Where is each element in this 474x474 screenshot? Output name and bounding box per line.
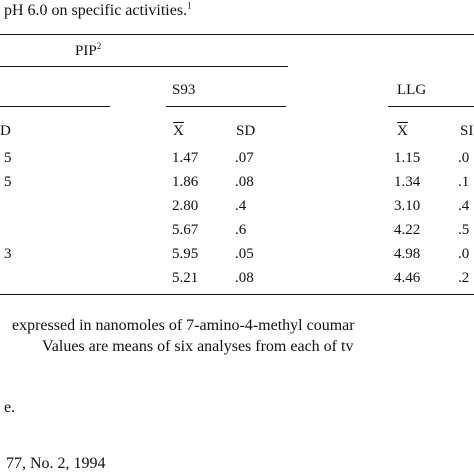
s93-sd-cell: .07: [235, 150, 254, 166]
llg-mean-cell: 3.10: [394, 198, 421, 214]
group-header-footnote-mark: 2: [96, 41, 102, 51]
s93-mean-cell: 1.86: [172, 174, 199, 190]
s93-mean-cell: 5.67: [172, 222, 199, 238]
s93-sd-cell: .08: [235, 174, 254, 190]
left-cut-value: 5: [4, 150, 12, 166]
llg-sd-cell: .5: [458, 222, 470, 238]
s93-sd-cell: .4: [235, 198, 247, 214]
llg-sd-cell: .2: [458, 270, 470, 286]
table-top-rule: [0, 34, 474, 35]
group-header-label: PIP: [75, 43, 97, 59]
llg-sd-cell: .0: [458, 246, 470, 262]
s93-mean-cell: 5.21: [172, 270, 199, 286]
footnote-line-3: e.: [4, 399, 16, 416]
caption-footnote-mark: 1: [187, 0, 192, 11]
footnote-line-1: expressed in nanomoles of 7-amino-4-meth…: [12, 317, 355, 334]
subgroup-rule-s93: [166, 106, 286, 107]
llg-mean-cell: 4.22: [394, 222, 421, 238]
journal-citation: 77, No. 2, 1994: [6, 455, 106, 472]
llg-mean-cell: 1.15: [394, 150, 421, 166]
llg-sd-cell: .4: [458, 198, 470, 214]
llg-sd-cell: .0: [458, 150, 470, 166]
footnote-line-2: Values are means of six analyses from ea…: [42, 338, 354, 355]
column-header-llg-mean: X: [397, 123, 408, 139]
caption-text: pH 6.0 on specific activities.: [4, 2, 188, 19]
subgroup-header-llg: LLG: [397, 82, 427, 98]
subgroup-rule-left: [0, 106, 110, 107]
subgroup-rule-llg: [388, 106, 474, 107]
column-header-s93-sd: SD: [236, 123, 256, 139]
s93-sd-cell: .6: [235, 222, 247, 238]
table-bottom-rule: [0, 294, 474, 295]
column-header-left-cut: D: [0, 123, 11, 139]
s93-mean-cell: 1.47: [172, 150, 199, 166]
llg-mean-cell: 1.34: [394, 174, 421, 190]
table-caption: pH 6.0 on specific activities.1: [4, 0, 192, 19]
subgroup-header-s93: S93: [172, 82, 196, 98]
s93-sd-cell: .08: [235, 270, 254, 286]
left-cut-value: 3: [4, 246, 12, 262]
llg-mean-cell: 4.46: [394, 270, 421, 286]
llg-sd-cell: .1: [458, 174, 470, 190]
group-header-pip: PIP2: [75, 41, 102, 59]
s93-sd-cell: .05: [235, 246, 254, 262]
column-header-s93-mean: X: [173, 123, 184, 139]
column-header-llg-sd: SI: [460, 123, 474, 139]
left-cut-value: 5: [4, 174, 12, 190]
llg-mean-cell: 4.98: [394, 246, 421, 262]
s93-mean-cell: 5.95: [172, 246, 199, 262]
s93-mean-cell: 2.80: [172, 198, 199, 214]
group-header-rule: [0, 66, 288, 67]
